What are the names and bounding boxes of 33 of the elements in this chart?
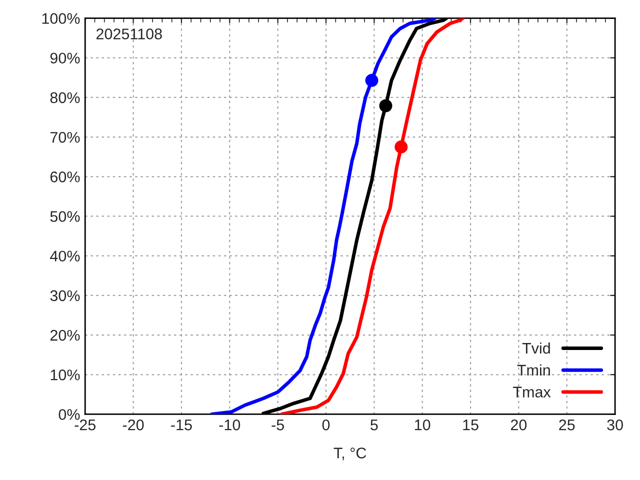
- point: [394, 140, 408, 154]
- x-tick-label: -5: [272, 420, 284, 430]
- x-tick-label: 0: [322, 420, 330, 430]
- x-tick-label: -10: [219, 420, 240, 430]
- y-tick-label: 50%: [50, 211, 80, 222]
- y-tick-label: 90%: [50, 52, 80, 64]
- y-tick-label: 60%: [50, 172, 80, 182]
- legend-label: Tmin: [517, 364, 550, 376]
- y-tick-label: 100%: [42, 13, 80, 24]
- annotation: 20251108: [96, 28, 162, 40]
- x-tick-label: 10: [415, 420, 430, 430]
- legend-label: Tvid: [522, 342, 550, 354]
- x-tick-label: -15: [171, 420, 192, 430]
- legend-label: Tmax: [513, 386, 551, 398]
- x-axis-title: T, °C: [334, 448, 366, 460]
- point: [379, 99, 392, 112]
- y-tick-label: 0%: [58, 409, 80, 420]
- y-tick-label: 20%: [50, 330, 80, 341]
- line-series: [280, 18, 465, 414]
- x-tick-label: -20: [122, 420, 144, 430]
- y-tick-label: 40%: [50, 250, 80, 262]
- x-tick-label: 5: [370, 420, 378, 430]
- line-series: [210, 18, 437, 414]
- x-tick-label: 30: [607, 420, 623, 430]
- point: [365, 74, 378, 87]
- x-tick-label: 20: [510, 420, 527, 430]
- y-tick-label: 30%: [50, 290, 80, 302]
- x-tick-label: 15: [463, 420, 478, 430]
- x-tick-label: -25: [74, 420, 96, 430]
- y-tick-label: 70%: [50, 132, 80, 143]
- y-tick-label: 10%: [50, 370, 80, 380]
- x-tick-label: 25: [559, 420, 575, 430]
- y-tick-label: 80%: [50, 92, 80, 104]
